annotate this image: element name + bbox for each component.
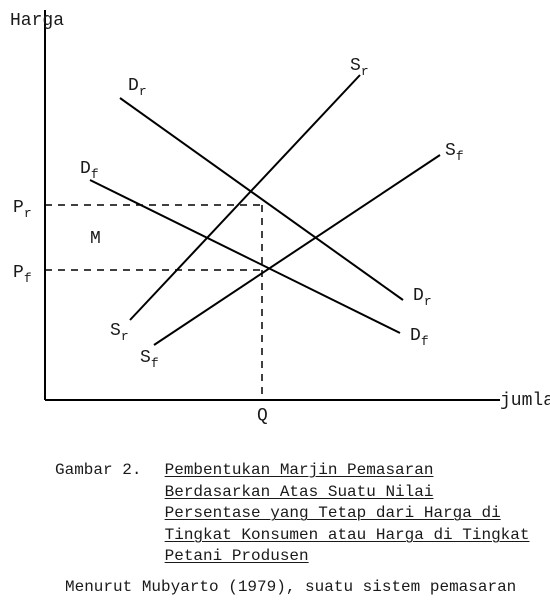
df-curve — [90, 180, 400, 333]
body-text: Menurut Mubyarto (1979), suatu sistem pe… — [65, 578, 545, 596]
dr-label-end: Dr — [413, 286, 432, 309]
sf-label-end: Sf — [445, 141, 464, 164]
figure-page: { "canvas": { "width": 550, "height": 60… — [0, 0, 550, 602]
df-label-end: Df — [410, 326, 429, 349]
figure-number: Gambar 2. — [55, 460, 155, 482]
figure-title: Pembentukan Marjin Pemasaran Berdasarkan… — [165, 460, 535, 568]
pr-label: Pr — [13, 198, 32, 221]
sr-curve — [130, 75, 360, 320]
economics-diagram: Harga jumlah Q Pr Pf M Dr Dr Df Df Sr Sr… — [0, 0, 550, 440]
sr-label-start: Sr — [110, 321, 129, 344]
dr-label-start: Dr — [128, 76, 147, 99]
df-label-start: Df — [80, 159, 99, 182]
q-label: Q — [257, 406, 268, 426]
figure-caption: Gambar 2. Pembentukan Marjin Pemasaran B… — [55, 460, 535, 568]
sf-label-start: Sf — [140, 348, 159, 371]
x-axis-label: jumlah — [500, 391, 550, 411]
pf-label: Pf — [13, 263, 32, 286]
y-axis-label: Harga — [10, 11, 64, 31]
m-label: M — [90, 229, 101, 249]
sr-label-end: Sr — [350, 56, 369, 79]
